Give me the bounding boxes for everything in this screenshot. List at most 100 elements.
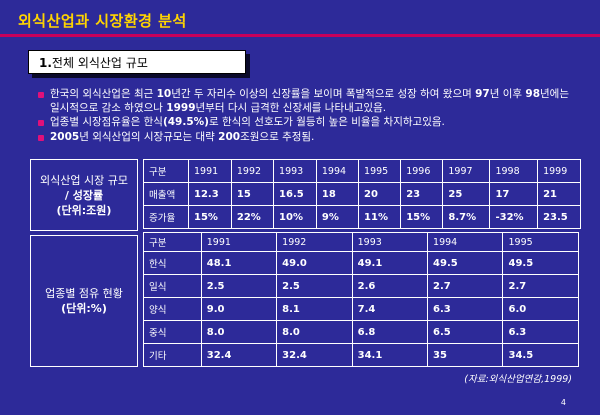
bullet-text: 98	[525, 88, 541, 100]
table-header-row: 구분 1991 1992 1993 1994 1995 1996 1997 1998 1999	[142, 159, 581, 183]
value-cell: 9.0	[200, 297, 278, 321]
value-cell: 49.0	[276, 251, 353, 275]
bullet-item: 업종별 시장점유율은 한식(49.5%)로 한식의 선호도가 월등히 높은 비율…	[38, 116, 578, 130]
value-cell: 11%	[358, 205, 402, 229]
market-size-label-line3: (단위:조원)	[56, 203, 112, 217]
market-size-table: 구분 1991 1992 1993 1994 1995 1996 1997 1998 1999 매출…	[142, 159, 581, 229]
value-cell: 17	[489, 182, 539, 206]
page-number: 4	[560, 398, 566, 407]
header-cell: 구분	[143, 232, 202, 252]
bullet-text: 로 한식의 선호도가 월등히 높은 비율을 차지하고있음.	[208, 116, 445, 128]
header-cell: 1995	[358, 159, 402, 183]
bullet-text: 200	[218, 130, 241, 143]
bullet-text: 2005	[50, 130, 80, 143]
value-cell: 15	[230, 182, 275, 206]
value-cell: 2.7	[502, 274, 579, 298]
bullet-text: 년부터 다시 급격한 신장세를 나타내고있음.	[195, 101, 387, 114]
value-cell: 34.1	[351, 343, 429, 367]
row-label-cell: 한식	[143, 251, 202, 275]
table-row: 중식 8.0 8.0 6.8 6.5 6.3	[143, 320, 579, 344]
header-cell: 1994	[427, 232, 504, 252]
share-label: 업종별 점유 현황 (단위:%)	[30, 235, 138, 367]
value-cell: -32%	[489, 205, 539, 229]
value-cell: 6.3	[502, 320, 579, 344]
value-cell: 22%	[230, 205, 275, 229]
value-cell: 6.3	[427, 297, 504, 321]
header-cell: 1994	[315, 159, 360, 183]
value-cell: 49.1	[351, 251, 429, 275]
table-row: 한식 48.1 49.0 49.1 49.5 49.5	[143, 251, 579, 275]
bullet-list: 한국의 외식산업은 최근 10년간 두 자리수 이상의 신장률을 보이며 폭발적…	[38, 88, 578, 145]
value-cell: 15%	[188, 205, 232, 229]
value-cell: 10%	[273, 205, 317, 229]
value-cell: 8.0	[200, 320, 278, 344]
header-cell: 1996	[400, 159, 444, 183]
section-label: 전체 외식산업 규모	[51, 56, 148, 70]
slide-title: 외식산업과 시장환경 분석	[18, 12, 187, 30]
value-cell: 32.4	[276, 343, 353, 367]
share-label-line1: 업종별 점유 현황	[45, 287, 123, 300]
value-cell: 2.5	[200, 274, 278, 298]
header-cell: 구분	[142, 159, 190, 183]
bullet-marker-icon	[38, 134, 44, 141]
header-cell: 1993	[273, 159, 317, 183]
value-cell: 18	[315, 182, 360, 206]
row-label-cell: 양식	[143, 297, 202, 321]
bullet-text: 년 이후	[489, 88, 526, 100]
value-cell: 8.0	[276, 320, 353, 344]
header-cell: 1991	[188, 159, 232, 183]
value-cell: 32.4	[200, 343, 278, 367]
bullet-text: 97	[475, 88, 490, 100]
bullet-text: 1999	[166, 101, 196, 114]
value-cell: 35	[427, 343, 504, 367]
bullet-marker-icon	[38, 120, 44, 126]
share-label-line2: (단위:%)	[61, 302, 107, 315]
bullet-text: 년에는 일시적으로 감소 하였으나	[50, 88, 569, 114]
header-cell: 1997	[442, 159, 491, 183]
section-heading: 1.전체 외식산업 규모	[28, 50, 246, 74]
bullet-marker-icon	[38, 92, 44, 98]
value-cell: 7.4	[351, 297, 429, 321]
bullet-text: (49.5%)	[162, 116, 209, 128]
value-cell: 15%	[400, 205, 444, 229]
bullet-item: 2005년 외식산업의 시장규모는 대략 200조원으로 추정됨.	[38, 131, 578, 145]
value-cell: 12.3	[188, 182, 232, 206]
bullet-text: 10	[156, 88, 172, 100]
header-cell: 1995	[502, 232, 579, 252]
value-cell: 8.7%	[442, 205, 491, 229]
market-size-label: 외식산업 시장 규모 / 성장률 (단위:조원)	[30, 159, 138, 231]
value-cell: 49.5	[502, 251, 579, 275]
header-cell: 1993	[351, 232, 429, 252]
bullet-item: 한국의 외식산업은 최근 10년간 두 자리수 이상의 신장률을 보이며 폭발적…	[38, 88, 578, 115]
value-cell: 23	[400, 182, 444, 206]
value-cell: 2.5	[276, 274, 353, 298]
bullet-text: 업종별 시장점유율은 한식	[50, 116, 163, 128]
row-label-cell: 매출액	[142, 182, 190, 206]
row-label-cell: 일식	[143, 274, 202, 298]
title-divider	[0, 34, 600, 37]
value-cell: 49.5	[427, 251, 504, 275]
value-cell: 2.6	[351, 274, 429, 298]
value-cell: 48.1	[200, 251, 278, 275]
table-row: 기타 32.4 32.4 34.1 35 34.5	[143, 343, 579, 367]
row-label-cell: 증가율	[142, 205, 190, 229]
value-cell: 6.5	[427, 320, 504, 344]
table-row: 매출액 12.3 15 16.5 18 20 23 25 17 21	[142, 182, 581, 206]
value-cell: 6.0	[502, 297, 579, 321]
value-cell: 8.1	[276, 297, 353, 321]
table-row: 증가율 15% 22% 10% 9% 11% 15% 8.7% -32% 23.5	[142, 205, 581, 229]
table-row: 일식 2.5 2.5 2.6 2.7 2.7	[143, 274, 579, 298]
source-note: (자료:외식산업연감,1999)	[464, 374, 572, 385]
header-cell: 1999	[537, 159, 581, 183]
value-cell: 9%	[315, 205, 360, 229]
value-cell: 34.5	[502, 343, 579, 367]
bullet-text: 년 외식산업의 시장규모는 대략	[79, 130, 219, 143]
market-share-table: 구분 1991 1992 1993 1994 1995 한식 48.1 49.0 49.1 49.5…	[143, 232, 579, 367]
header-cell: 1991	[200, 232, 278, 252]
bullet-text: 조원으로 추정됨.	[240, 130, 315, 143]
header-cell: 1992	[276, 232, 353, 252]
table-row: 양식 9.0 8.1 7.4 6.3 6.0	[143, 297, 579, 321]
row-label-cell: 중식	[143, 320, 202, 344]
value-cell: 16.5	[273, 182, 317, 206]
bullet-text: 년간 두 자리수 이상의 신장률을 보이며 폭발적으로 성장 하여 왔으며	[171, 88, 476, 100]
